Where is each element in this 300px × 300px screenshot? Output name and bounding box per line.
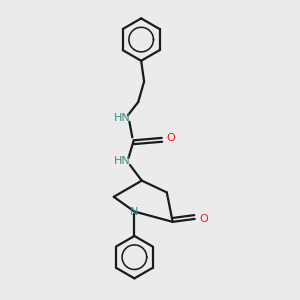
Text: HN: HN (114, 157, 131, 166)
Text: O: O (166, 133, 175, 143)
Text: N: N (130, 206, 139, 217)
Text: O: O (199, 214, 208, 224)
Text: HN: HN (114, 113, 130, 123)
